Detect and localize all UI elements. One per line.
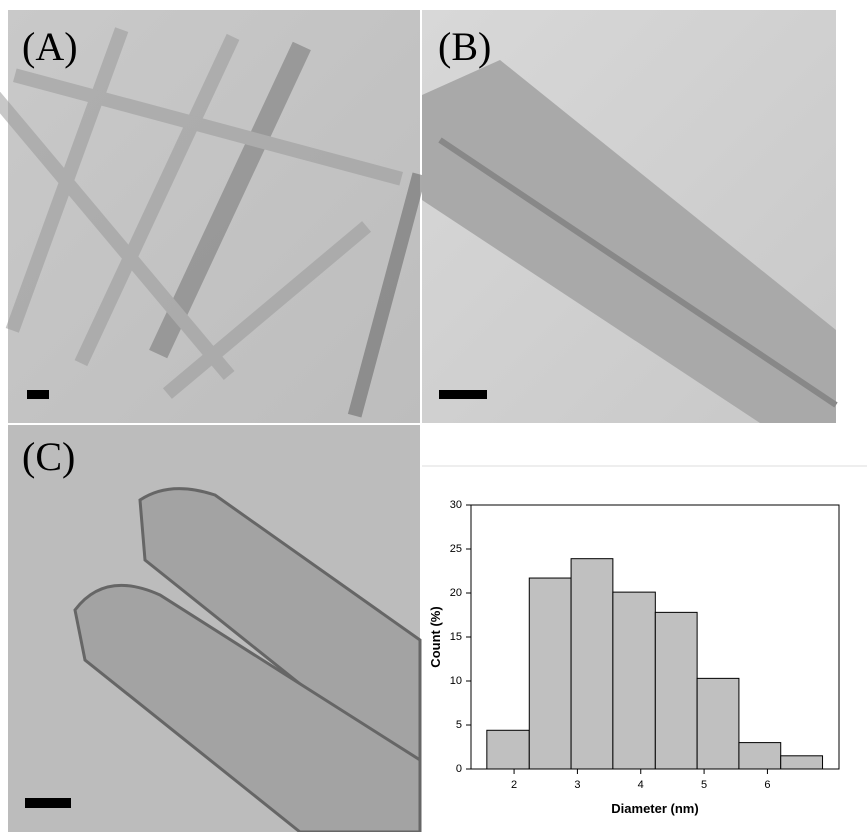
y-axis-label: Count (%) xyxy=(428,606,443,667)
bar xyxy=(571,559,613,769)
panel-c-image xyxy=(8,425,420,832)
x-tick-label: 3 xyxy=(574,779,580,791)
panel-label: (A) xyxy=(22,24,78,69)
y-tick-label: 30 xyxy=(450,499,462,511)
panel-label: (B) xyxy=(438,24,491,69)
panel-b-image xyxy=(422,10,836,423)
bar xyxy=(529,578,571,769)
panel-a-image xyxy=(0,10,426,423)
y-tick-label: 5 xyxy=(456,719,462,731)
bar xyxy=(739,743,781,769)
y-tick-label: 10 xyxy=(450,675,462,687)
bar xyxy=(487,730,529,769)
y-tick-label: 15 xyxy=(450,631,462,643)
y-tick-label: 0 xyxy=(456,763,462,775)
panel-label: (C) xyxy=(22,434,75,479)
y-tick-label: 25 xyxy=(450,543,462,555)
bar xyxy=(781,756,823,769)
bar xyxy=(613,592,655,769)
figure: (A) (B) (C) Diameter (nm) Count (%) 0 5 10… xyxy=(0,0,867,832)
x-axis-label: Diameter (nm) xyxy=(611,801,698,816)
x-tick-label: 5 xyxy=(701,779,707,791)
y-tick-label: 20 xyxy=(450,587,462,599)
x-tick-label: 4 xyxy=(638,779,644,791)
x-tick-label: 6 xyxy=(764,779,770,791)
bar xyxy=(697,678,739,769)
x-tick-label: 2 xyxy=(511,779,517,791)
bar xyxy=(655,612,697,769)
